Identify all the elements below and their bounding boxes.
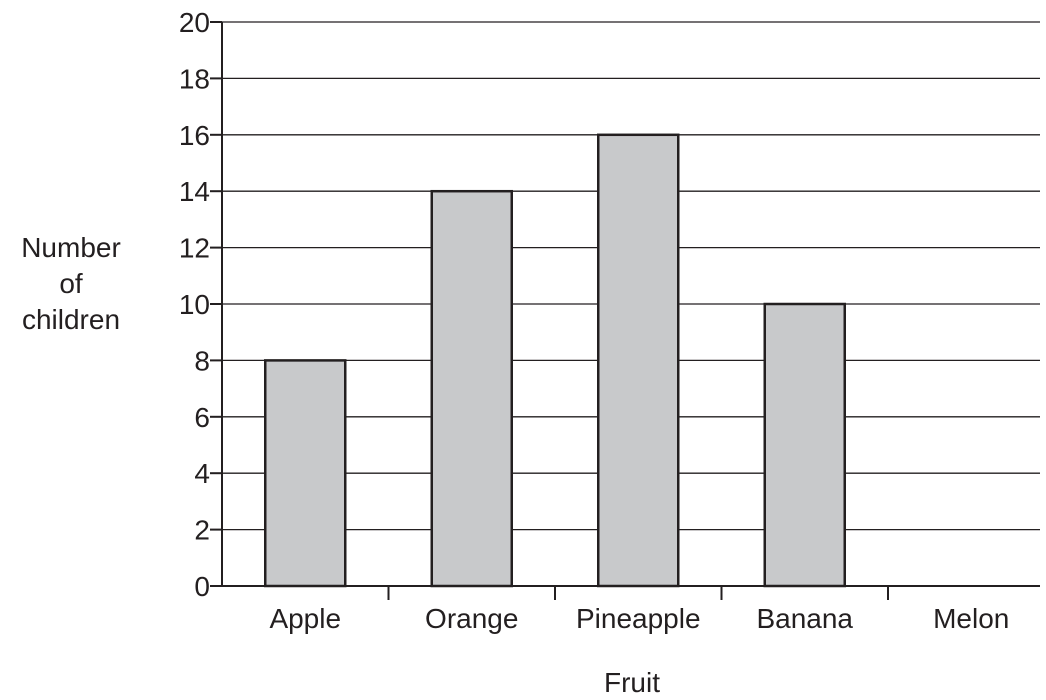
y-tick-label: 8: [194, 345, 210, 376]
bar-orange: [430, 189, 513, 588]
y-tick-label: 12: [179, 233, 210, 264]
x-tick-label: Pineapple: [576, 603, 701, 634]
y-tick-label: 16: [179, 120, 210, 151]
y-tick-label: 0: [194, 571, 210, 602]
axes: [210, 21, 1040, 600]
y-tick-label: 2: [194, 515, 210, 546]
x-axis-title: Fruit: [604, 667, 660, 698]
labels: 0 2 4 6 8 10 12 14 16 18 20 Apple Orange Pineapple Ban…: [179, 7, 1010, 634]
x-tick-label: Apple: [269, 603, 341, 634]
bar-banana: [763, 302, 846, 588]
axis-titles: Number of children Fruit: [21, 232, 660, 698]
y-axis-title-line: children: [22, 304, 120, 335]
y-tick-label: 18: [179, 63, 210, 94]
x-tick-label: Orange: [425, 603, 518, 634]
y-tick-label: 20: [179, 7, 210, 38]
x-tick-label: Melon: [933, 603, 1009, 634]
x-tick-label: Banana: [756, 603, 853, 634]
y-axis-title-line: Number: [21, 232, 121, 263]
bar-pineapple: [597, 133, 680, 588]
bar-apple: [264, 359, 347, 588]
y-tick-label: 6: [194, 402, 210, 433]
y-axis-title: Number of children: [21, 232, 121, 335]
y-tick-label: 14: [179, 176, 210, 207]
y-tick-label: 10: [179, 289, 210, 320]
y-tick-label: 4: [194, 458, 210, 489]
y-axis-title-line: of: [59, 268, 83, 299]
